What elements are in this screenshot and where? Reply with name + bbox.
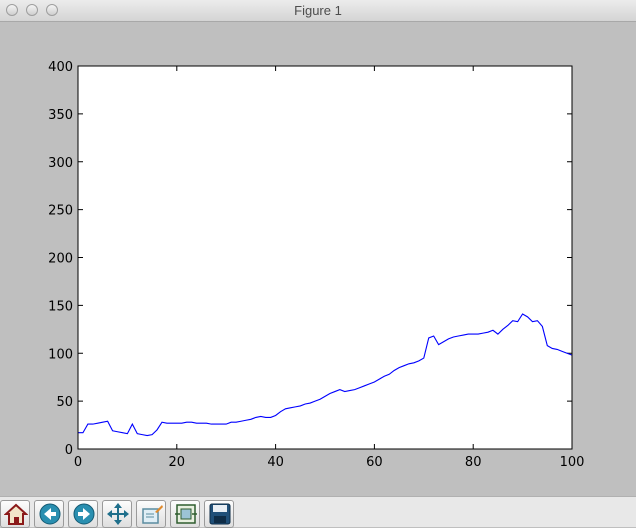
x-tick-label: 80: [465, 455, 482, 470]
y-tick-label: 400: [48, 60, 73, 75]
arrow-right-icon: [73, 503, 95, 525]
subplots-icon: [175, 504, 197, 524]
y-tick-label: 100: [48, 347, 73, 362]
x-tick-label: 20: [169, 455, 186, 470]
axes-frame: [77, 65, 573, 450]
window-title: Figure 1: [294, 3, 342, 18]
minimize-window-button[interactable]: [26, 4, 38, 16]
navigation-toolbar: [0, 496, 636, 528]
save-disk-icon: [209, 503, 231, 525]
y-tick-label: 250: [48, 204, 73, 219]
x-tick-label: 40: [267, 455, 284, 470]
x-tick-label: 60: [366, 455, 383, 470]
series-line: [78, 313, 573, 437]
move-arrows-icon: [107, 503, 129, 525]
zoom-rect-icon: [142, 505, 163, 524]
y-tick-label: 300: [48, 156, 73, 171]
y-tick-label: 0: [65, 443, 73, 458]
y-tick-label: 50: [56, 395, 73, 410]
y-tick-label: 350: [48, 108, 73, 123]
back-button[interactable]: [34, 500, 64, 528]
close-window-button[interactable]: [6, 4, 18, 16]
y-tick-label: 150: [48, 299, 73, 314]
home-icon: [4, 503, 28, 525]
save-button[interactable]: [204, 500, 234, 528]
home-button[interactable]: [0, 500, 30, 528]
x-tick-label: 100: [560, 455, 585, 470]
subplots-button[interactable]: [170, 500, 200, 528]
figure-canvas: 0 20 40 60 80 100 0 50 100 150 200 250 300 350 400: [0, 22, 636, 496]
x-tick-label: 0: [74, 455, 82, 470]
line-chart: 0 20 40 60 80 100 0 50 100 150 200 250 300 350 400: [48, 60, 585, 470]
window-titlebar: Figure 1: [0, 0, 636, 22]
pan-button[interactable]: [102, 500, 132, 528]
zoom-window-button[interactable]: [46, 4, 58, 16]
arrow-left-icon: [39, 503, 61, 525]
forward-button[interactable]: [68, 500, 98, 528]
y-tick-label: 200: [48, 252, 73, 267]
zoom-rect-button[interactable]: [136, 500, 166, 528]
plot-area: [78, 66, 572, 449]
